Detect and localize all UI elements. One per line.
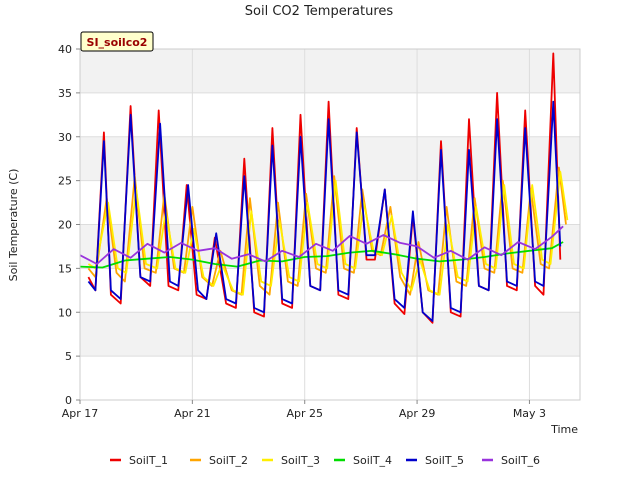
y-tick-label: 40 [58, 43, 72, 56]
y-tick-label: 5 [65, 350, 72, 363]
y-axis-ticks: 0 5 10 15 20 25 30 35 40 [58, 43, 80, 407]
legend-item: SoilT_4 [334, 454, 392, 467]
legend-label: SoilT_4 [353, 454, 392, 467]
y-tick-label: 35 [58, 87, 72, 100]
series-line-soilt-6 [79, 225, 564, 265]
series-line-soilt-4 [79, 241, 564, 269]
x-tick-label: May 3 [513, 407, 546, 420]
y-tick-label: 20 [58, 219, 72, 232]
x-tick-label: Apr 17 [62, 407, 99, 420]
legend: SoilT_1 SoilT_2 SoilT_3 SoilT_4 SoilT_5 SoilT… [110, 454, 540, 467]
legend-label: SoilT_2 [209, 454, 248, 467]
legend-label: SoilT_1 [129, 454, 168, 467]
x-tick-label: Apr 29 [399, 407, 436, 420]
legend-item: SoilT_5 [406, 454, 464, 467]
y-tick-label: 15 [58, 262, 72, 275]
chart-title: Soil CO2 Temperatures [245, 4, 394, 19]
plot-band [80, 356, 580, 400]
legend-label: SoilT_3 [281, 454, 320, 467]
legend-item: SoilT_3 [262, 454, 320, 467]
y-tick-label: 10 [58, 306, 72, 319]
series-line-soilt-3 [87, 170, 569, 296]
plot-band [80, 312, 580, 357]
legend-item: SoilT_6 [482, 454, 540, 467]
x-axis-ticks: Apr 17 Apr 21 Apr 25 Apr 29 May 3 [62, 400, 546, 420]
x-tick-label: Apr 25 [286, 407, 323, 420]
series-line-soilt-5 [87, 100, 562, 322]
y-tick-label: 25 [58, 175, 72, 188]
legend-label: SoilT_6 [501, 454, 540, 467]
plot-band [80, 268, 580, 313]
y-tick-label: 30 [58, 131, 72, 144]
site-badge: SI_soilco2 [80, 31, 154, 52]
legend-item: SoilT_2 [190, 454, 248, 467]
x-axis-label: Time [550, 423, 578, 436]
plot-band [80, 49, 580, 93]
site-badge-label: SI_soilco2 [87, 36, 148, 49]
legend-label: SoilT_5 [425, 454, 464, 467]
legend-item: SoilT_1 [110, 454, 168, 467]
y-axis-label: Soil Temperature (C) [7, 169, 20, 282]
series-lines [79, 52, 569, 324]
y-tick-label: 0 [65, 394, 72, 407]
x-tick-label: Apr 21 [174, 407, 211, 420]
